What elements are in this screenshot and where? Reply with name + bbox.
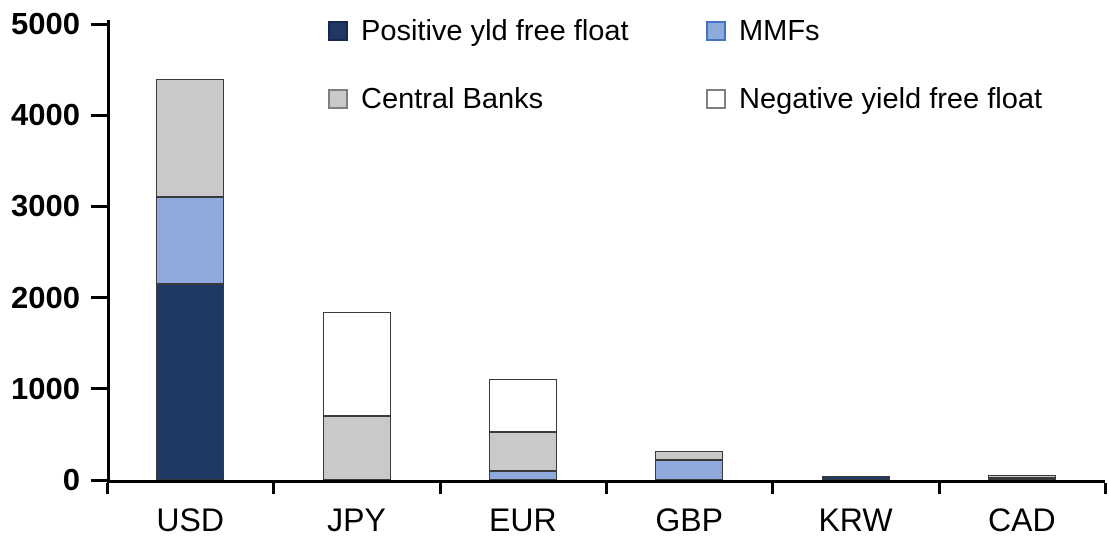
legend-swatch-positive-yld-free-float: [328, 21, 348, 41]
bar-segment-jpy-negative-yield-free-float: [322, 312, 391, 417]
legend-swatch-mmfs: [706, 21, 726, 41]
x-axis-tick: [937, 483, 941, 494]
legend-item-mmfs: MMFs: [706, 14, 820, 48]
x-axis-category-label: GBP: [655, 502, 723, 538]
bar-segment-gbp-central-banks: [655, 450, 724, 460]
y-axis-tick-label: 1000: [11, 370, 80, 406]
y-axis-tick-label: 4000: [11, 97, 80, 133]
legend-item-negative-yield-free-float: Negative yield free float: [706, 82, 1042, 116]
x-axis-line: [107, 480, 1105, 483]
x-axis-category-label: CAD: [988, 502, 1056, 538]
x-axis-tick: [106, 483, 109, 494]
y-axis-tick-label: 2000: [11, 279, 80, 315]
y-axis-tick: [91, 22, 107, 26]
bar-segment-usd-mmfs: [156, 197, 225, 284]
bar-segment-cad-central-banks: [987, 474, 1056, 478]
y-axis-tick: [91, 478, 107, 482]
bar-segment-cad-positive-yld-free-float: [987, 477, 1056, 480]
y-axis-tick: [91, 296, 107, 300]
y-axis-tick-label: 3000: [11, 188, 80, 224]
x-axis-category-label: JPY: [327, 502, 386, 538]
legend-item-central-banks: Central Banks: [328, 82, 543, 116]
bar-segment-jpy-central-banks: [322, 416, 391, 480]
x-axis-tick: [438, 483, 442, 494]
x-axis-category-label: EUR: [489, 502, 557, 538]
bar-segment-krw-positive-yld-free-float: [821, 476, 890, 480]
y-axis-tick: [91, 387, 107, 391]
bar-segment-eur-mmfs: [488, 470, 557, 480]
legend-swatch-negative-yield-free-float: [706, 89, 726, 109]
y-axis-tick-label: 5000: [11, 6, 80, 41]
legend-label-positive-yld-free-float: Positive yld free float: [361, 15, 629, 47]
y-axis-tick-label: 0: [62, 462, 80, 497]
x-axis-category-label: KRW: [818, 502, 893, 538]
y-axis-tick: [91, 113, 107, 117]
bar-segment-eur-central-banks: [488, 431, 557, 471]
bar-segment-gbp-mmfs: [655, 459, 724, 480]
y-axis-tick: [91, 204, 107, 208]
legend-label-central-banks: Central Banks: [361, 83, 544, 115]
x-axis-tick: [272, 483, 276, 494]
x-axis-tick: [605, 483, 608, 494]
bar-segment-eur-negative-yield-free-float: [488, 378, 557, 432]
bar-segment-usd-central-banks: [156, 78, 225, 198]
x-axis-category-label: USD: [156, 502, 224, 538]
legend-label-negative-yield-free-float: Negative yield free float: [739, 83, 1043, 115]
bar-segment-usd-positive-yld-free-float: [156, 283, 225, 480]
x-axis-tick: [1104, 483, 1107, 494]
legend-item-positive-yld-free-float: Positive yld free float: [328, 14, 629, 48]
x-axis-tick: [771, 483, 775, 494]
legend-swatch-central-banks: [328, 89, 348, 109]
y-axis-line: [107, 20, 110, 483]
legend-label-mmfs: MMFs: [739, 15, 820, 47]
